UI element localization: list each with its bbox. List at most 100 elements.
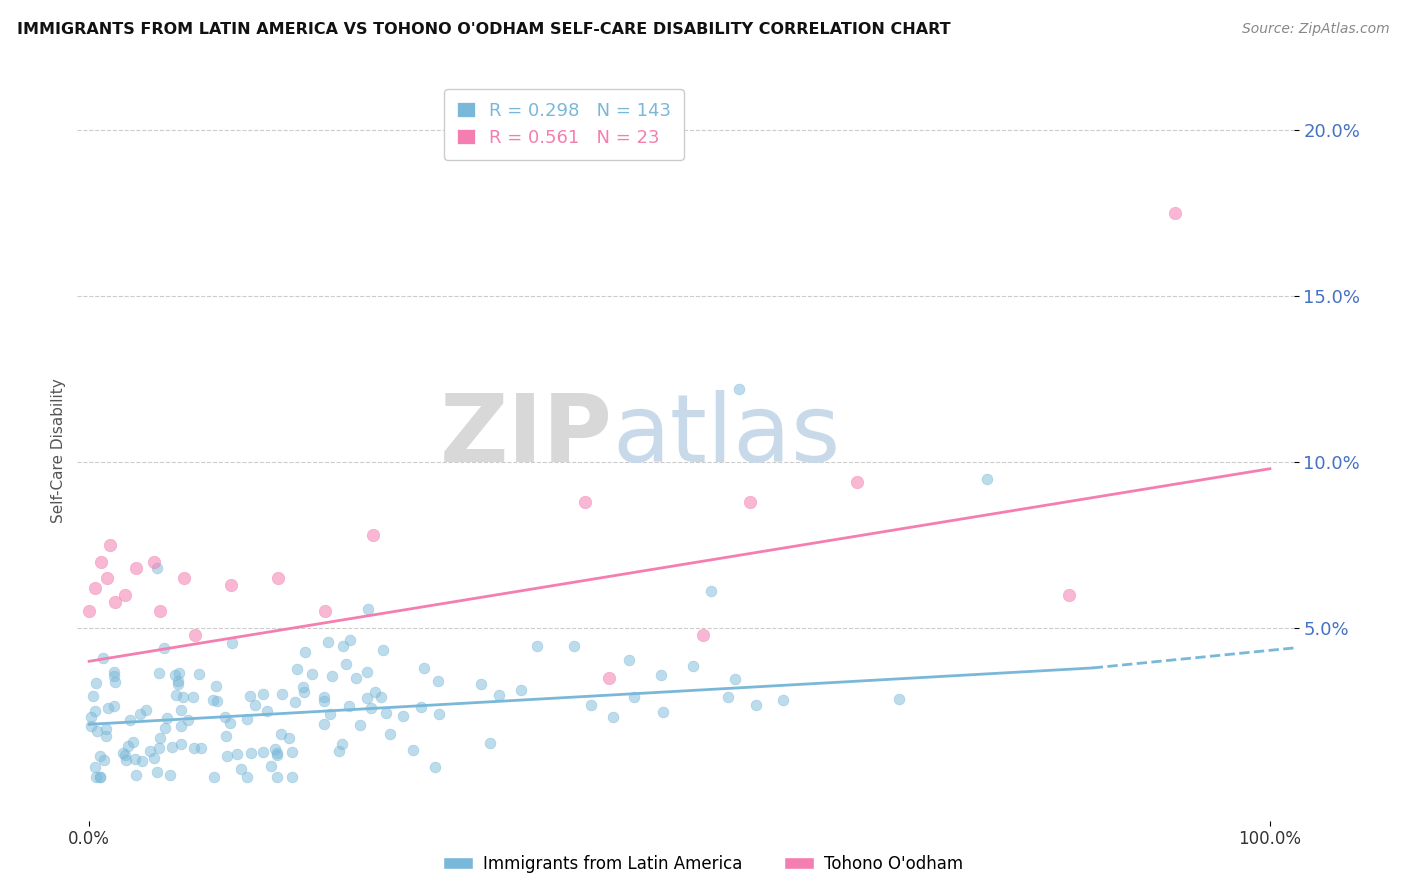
Point [256, 704, 278, 718]
Point [84, 771, 107, 785]
Point [682, 659, 704, 673]
Point [650, 668, 672, 682]
Point [245, 698, 267, 713]
Point [190, 741, 212, 756]
Point [427, 707, 450, 722]
Point [264, 741, 287, 756]
Point [370, 690, 392, 704]
Point [172, 690, 194, 705]
Point [292, 681, 315, 695]
Point [202, 771, 225, 785]
Y-axis label: Self-Care Disability: Self-Care Disability [51, 378, 66, 523]
Point [205, 694, 228, 708]
Text: atlas: atlas [613, 390, 841, 482]
Point [236, 712, 259, 726]
Point [270, 727, 292, 741]
Point [339, 632, 361, 647]
Point [426, 674, 449, 689]
Point [700, 584, 723, 599]
Point [889, 692, 911, 706]
Point [321, 669, 343, 683]
Point [183, 740, 205, 755]
Point [281, 745, 304, 759]
Point [124, 752, 146, 766]
Point [361, 528, 384, 542]
Point [77, 605, 100, 619]
Point [103, 698, 125, 713]
Point [165, 688, 187, 702]
Point [89, 748, 111, 763]
Point [149, 731, 172, 745]
Point [125, 561, 148, 575]
Point [226, 747, 249, 761]
Point [170, 703, 193, 717]
Point [378, 727, 401, 741]
Point [470, 676, 492, 690]
Point [335, 657, 357, 672]
Point [692, 628, 714, 642]
Point [724, 672, 747, 686]
Point [314, 693, 336, 707]
Point [90, 555, 112, 569]
Point [598, 671, 620, 685]
Point [284, 695, 307, 709]
Point [84, 581, 107, 595]
Point [163, 668, 186, 682]
Point [96, 571, 118, 585]
Point [374, 706, 396, 721]
Point [488, 688, 510, 702]
Point [104, 675, 127, 690]
Point [285, 662, 308, 676]
Point [129, 706, 152, 721]
Point [83, 759, 105, 773]
Point [652, 705, 675, 719]
Point [509, 683, 531, 698]
Point [316, 635, 339, 649]
Point [143, 751, 166, 765]
Point [314, 605, 336, 619]
Point [89, 771, 111, 785]
Point [93, 753, 115, 767]
Point [727, 382, 749, 396]
Point [349, 717, 371, 731]
Point [218, 715, 240, 730]
Point [114, 588, 136, 602]
Legend: Immigrants from Latin America, Tohono O'odham: Immigrants from Latin America, Tohono O'… [436, 848, 970, 880]
Point [356, 690, 378, 705]
Point [332, 639, 354, 653]
Point [167, 665, 190, 680]
Point [131, 754, 153, 768]
Point [215, 729, 238, 743]
Point [146, 764, 169, 779]
Point [160, 740, 183, 755]
Point [122, 735, 145, 749]
Point [236, 771, 259, 785]
Point [402, 743, 425, 757]
Point [602, 710, 624, 724]
Point [215, 748, 238, 763]
Text: Source: ZipAtlas.com: Source: ZipAtlas.com [1241, 22, 1389, 37]
Point [337, 698, 360, 713]
Point [181, 690, 204, 705]
Point [79, 709, 101, 723]
Point [619, 653, 641, 667]
Point [239, 690, 262, 704]
Point [413, 661, 436, 675]
Point [204, 679, 226, 693]
Point [267, 571, 290, 585]
Point [149, 605, 172, 619]
Point [266, 771, 288, 785]
Point [270, 687, 292, 701]
Point [845, 475, 868, 489]
Point [156, 711, 179, 725]
Point [392, 708, 415, 723]
Point [84, 704, 107, 718]
Point [423, 760, 446, 774]
Point [176, 713, 198, 727]
Point [278, 731, 301, 745]
Point [229, 762, 252, 776]
Point [118, 713, 141, 727]
Point [159, 768, 181, 782]
Point [1164, 206, 1187, 220]
Point [104, 594, 127, 608]
